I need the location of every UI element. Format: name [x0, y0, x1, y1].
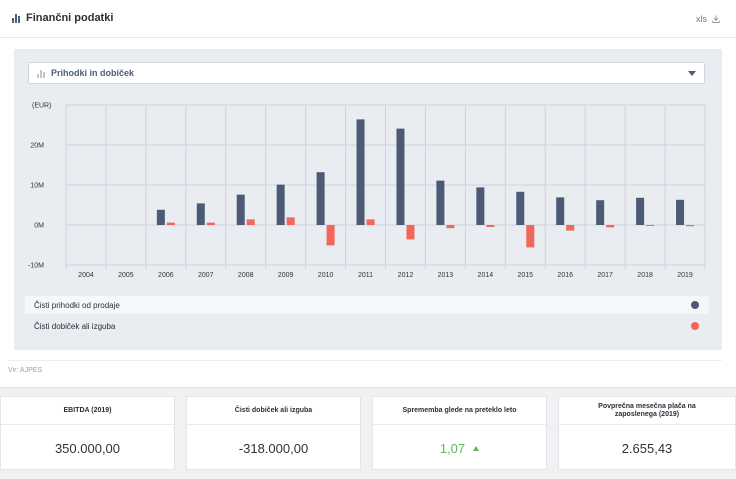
x-tick-label: 2013 [438, 272, 454, 279]
kpi-card-change: Sprememba glede na preteklo leto 1,07 [372, 396, 547, 470]
x-tick-label: 2015 [517, 272, 533, 279]
x-tick-label: 2014 [478, 272, 494, 279]
bar-revenue [276, 184, 285, 225]
bar-profit [686, 225, 695, 227]
bar-revenue [396, 128, 405, 225]
financial-panel: Finančni podatki xls Prihodki in dobiček… [0, 0, 736, 388]
bar-revenue [596, 200, 605, 225]
kpi-title: Sprememba glede na preteklo leto [373, 397, 546, 425]
bar-revenue [516, 191, 525, 225]
x-tick-label: 2008 [238, 272, 254, 279]
bar-profit [606, 225, 615, 228]
chart-type-selected: Prihodki in dobiček [51, 68, 135, 78]
bar-revenue [156, 209, 165, 225]
panel-title-text: Finančni podatki [26, 12, 114, 24]
trend-up-icon [473, 445, 480, 451]
x-tick-label: 2006 [158, 272, 174, 279]
bar-revenue [236, 194, 245, 225]
export-xls-label: xls [696, 14, 707, 24]
bar-revenue [316, 172, 325, 225]
kpi-value: 2.655,43 [621, 440, 673, 456]
bar-profit [526, 225, 535, 248]
x-tick-label: 2018 [637, 272, 653, 279]
bar-profit [646, 225, 655, 226]
bar-revenue [636, 197, 645, 225]
y-tick-label: 10M [30, 183, 44, 190]
bar-revenue [476, 187, 485, 225]
bar-chart: -10M 0M 10M 20M (EUR) 2004 2005 2006 2007 2008 200… [28, 103, 706, 279]
y-tick-label: 0M [34, 223, 44, 230]
x-tick-label: 2004 [78, 272, 94, 279]
kpi-value: 1,07 [373, 425, 546, 471]
export-xls-button[interactable]: xls [696, 14, 720, 24]
bar-profit [246, 219, 255, 225]
kpi-title: Povprečna mesečna plača na zaposlenega (… [559, 397, 735, 425]
y-tick-label: 20M [30, 143, 44, 150]
chart-area: Prihodki in dobiček -10M 0M 10M 20M (EUR) 200… [14, 49, 722, 350]
x-tick-label: 2011 [358, 272, 373, 279]
kpi-value: -318.000,00 [238, 440, 309, 456]
legend-item-profit[interactable]: Čisti dobiček ali izguba [25, 317, 709, 335]
x-tick-label: 2017 [597, 272, 613, 279]
bar-chart-icon [12, 13, 20, 23]
x-tick-label: 2009 [278, 272, 294, 279]
legend-dot-profit [691, 322, 699, 330]
kpi-card-avg-salary: Povprečna mesečna plača na zaposlenega (… [558, 396, 736, 470]
download-icon [712, 15, 720, 23]
legend-item-revenue[interactable]: Čisti prihodki od prodaje [25, 296, 709, 314]
divider [8, 360, 722, 361]
source-note: Vir: AJPES [8, 367, 43, 374]
bar-profit [366, 219, 375, 225]
bar-profit [446, 225, 455, 229]
bar-revenue [676, 199, 685, 225]
panel-title: Finančni podatki [12, 12, 113, 24]
bar-profit [326, 225, 335, 246]
bar-profit [206, 222, 215, 225]
panel-header: Finančni podatki xls [0, 0, 736, 38]
x-tick-label: 2007 [198, 272, 214, 279]
kpi-value: 350.000,00 [54, 440, 121, 456]
kpi-cards: EBITDA (2019) 350.000,00 Čisti dobiček a… [0, 396, 736, 479]
bar-profit [166, 222, 175, 225]
x-tick-label: 2019 [677, 272, 693, 279]
y-axis-unit: (EUR) [32, 103, 51, 110]
kpi-card-net-profit: Čisti dobiček ali izguba -318.000,00 [186, 396, 361, 470]
bar-profit [566, 225, 575, 231]
x-tick-label: 2010 [318, 272, 334, 279]
x-tick-label: 2005 [118, 272, 134, 279]
bar-revenue [356, 119, 365, 225]
legend-dot-revenue [691, 301, 699, 309]
legend-label-revenue: Čisti prihodki od prodaje [34, 300, 120, 310]
bar-chart-icon [37, 69, 45, 78]
kpi-title: Čisti dobiček ali izguba [187, 397, 360, 425]
chart-type-dropdown[interactable]: Prihodki in dobiček [28, 62, 705, 84]
bar-profit [286, 217, 295, 225]
y-tick-label: -10M [28, 263, 44, 270]
bar-revenue [196, 203, 205, 225]
bar-revenue [436, 180, 445, 225]
x-tick-label: 2012 [398, 272, 414, 279]
kpi-card-ebitda: EBITDA (2019) 350.000,00 [0, 396, 175, 470]
legend-label-profit: Čisti dobiček ali izguba [34, 321, 116, 331]
bar-profit [486, 225, 495, 227]
kpi-title: EBITDA (2019) [1, 397, 174, 425]
chevron-down-icon [688, 71, 696, 76]
bar-profit [406, 225, 415, 240]
bar-revenue [556, 197, 565, 225]
x-tick-label: 2016 [557, 272, 573, 279]
